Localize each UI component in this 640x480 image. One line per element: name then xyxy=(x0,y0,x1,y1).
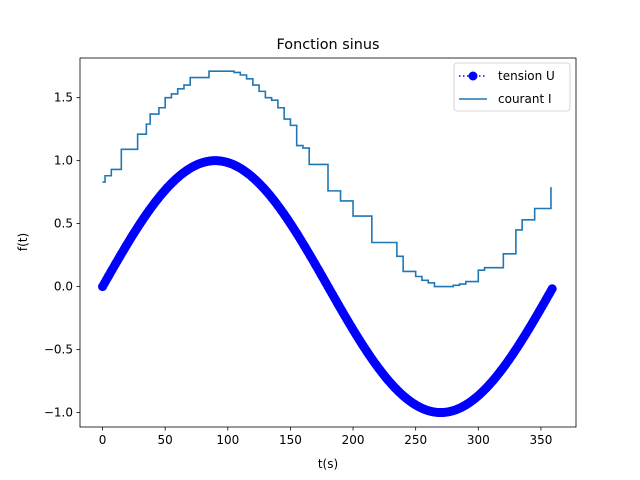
y-tick-label: 0.0 xyxy=(54,280,73,294)
series-courant-line xyxy=(102,70,552,288)
y-tick-label: −1.0 xyxy=(44,406,73,420)
series-layer xyxy=(98,70,557,418)
y-tick-label: −0.5 xyxy=(44,343,73,357)
x-axis-ticks: 0 50 100 150 200 250 300 350 xyxy=(99,427,552,447)
x-tick-label: 100 xyxy=(216,433,239,447)
x-tick-label: 200 xyxy=(342,433,365,447)
x-axis-label: t(s) xyxy=(318,457,338,471)
y-axis-label: f(t) xyxy=(16,233,30,251)
x-tick-label: 350 xyxy=(529,433,552,447)
legend: tension U courant I xyxy=(453,62,571,112)
legend-tension-marker xyxy=(468,71,478,81)
legend-entry-tension: tension U xyxy=(459,69,555,83)
legend-entry-courant: courant I xyxy=(459,92,552,106)
y-axis-ticks: −1.0 −0.5 0.0 0.5 1.0 1.5 xyxy=(44,91,80,420)
tension-point xyxy=(547,284,557,294)
axes-frame xyxy=(79,57,577,428)
chart-title: Fonction sinus xyxy=(277,37,380,53)
y-tick-label: 0.5 xyxy=(54,217,73,231)
series-tension-markers xyxy=(98,156,557,418)
x-tick-label: 300 xyxy=(467,433,490,447)
plot-background xyxy=(80,58,576,427)
plot-area xyxy=(79,57,577,428)
y-tick-label: 1.5 xyxy=(54,91,73,105)
x-tick-label: 50 xyxy=(158,433,173,447)
x-tick-label: 150 xyxy=(279,433,302,447)
legend-tension-label: tension U xyxy=(498,69,555,83)
x-tick-label: 250 xyxy=(404,433,427,447)
x-tick-label: 0 xyxy=(99,433,107,447)
legend-courant-label: courant I xyxy=(498,92,552,106)
y-tick-label: 1.0 xyxy=(54,154,73,168)
